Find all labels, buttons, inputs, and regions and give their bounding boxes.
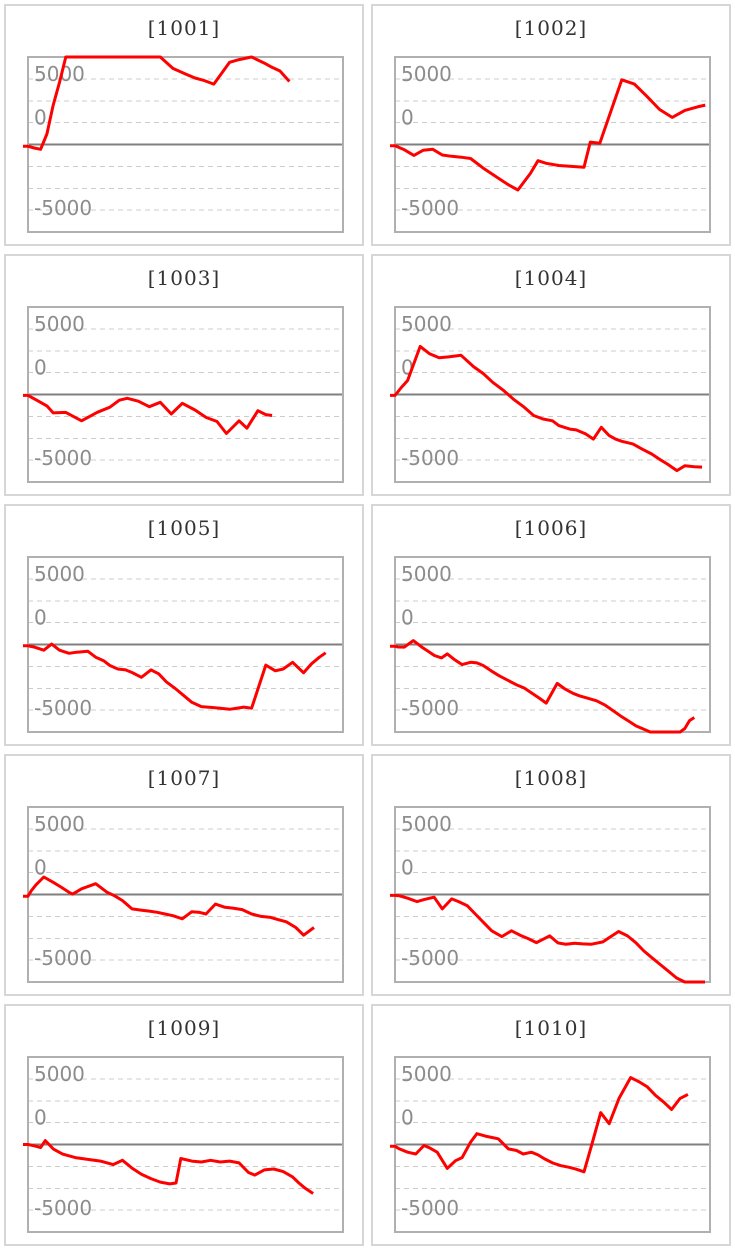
- plot-area: 5000 0 -5000: [390, 1056, 711, 1233]
- series-line: [23, 1139, 314, 1195]
- chart-title: [1006]: [514, 516, 588, 540]
- axis-tick-label--5000: -5000: [34, 1196, 92, 1220]
- chart-panel-1004: [1004] 5000 0 -5000: [371, 254, 731, 496]
- plot-area: 5000 0 -5000: [390, 806, 711, 984]
- plot-area: 5000 0 -5000: [23, 55, 344, 233]
- chart-panel-1006: [1006] 5000 0 -5000: [371, 504, 731, 746]
- series-line: [390, 639, 696, 734]
- chart-title: [1001]: [147, 16, 221, 40]
- axis-tick-label-5000: 5000: [401, 812, 452, 836]
- axis-tick-label--5000: -5000: [401, 696, 459, 720]
- slump-graph: 5000 0 -5000: [23, 806, 344, 983]
- slump-graph: 5000 0 -5000: [390, 806, 711, 984]
- slump-graph: 5000 0 -5000: [23, 306, 344, 483]
- plot-area: 5000 0 -5000: [23, 1056, 344, 1233]
- axis-tick-label--5000: -5000: [34, 196, 92, 220]
- axis-tick-label-0: 0: [34, 1106, 47, 1130]
- axis-tick-label-0: 0: [401, 606, 414, 630]
- chart-title: [1008]: [514, 766, 588, 790]
- plot-area: 5000 0 -5000: [23, 556, 344, 733]
- chart-panel-1002: [1002] 5000 0 -5000: [371, 4, 731, 246]
- series-line: [23, 642, 327, 711]
- axis-tick-label-5000: 5000: [34, 1062, 85, 1086]
- chart-title: [1009]: [147, 1016, 221, 1040]
- chart-panel-1005: [1005] 5000 0 -5000: [4, 504, 364, 746]
- series-line: [390, 1076, 689, 1174]
- chart-title: [1010]: [514, 1016, 588, 1040]
- axis-tick-label-0: 0: [401, 106, 414, 130]
- chart-panel-1003: [1003] 5000 0 -5000: [4, 254, 364, 496]
- chart-panel-1009: [1009] 5000 0 -5000: [4, 1004, 364, 1246]
- axis-tick-label-0: 0: [34, 606, 47, 630]
- chart-panel-1010: [1010] 5000 0 -5000: [371, 1004, 731, 1246]
- plot-area: 5000 0 -5000: [390, 306, 711, 483]
- series-line: [390, 344, 703, 473]
- axis-tick-label-5000: 5000: [401, 62, 452, 86]
- plot-area: 5000 0 -5000: [390, 556, 711, 734]
- axis-tick-label-0: 0: [34, 106, 47, 130]
- slump-graph: 5000 0 -5000: [23, 556, 344, 733]
- axis-tick-label-0: 0: [34, 356, 47, 380]
- axis-tick-label--5000: -5000: [401, 946, 459, 970]
- series-line: [390, 78, 706, 192]
- axis-tick-label-5000: 5000: [34, 562, 85, 586]
- axis-tick-label--5000: -5000: [34, 946, 92, 970]
- series-line: [23, 55, 291, 151]
- chart-panel-1001: [1001] 5000 0 -5000: [4, 4, 364, 246]
- slump-graph: 5000 0 -5000: [390, 1056, 711, 1233]
- chart-title: [1004]: [514, 266, 588, 290]
- axis-tick-label-5000: 5000: [401, 562, 452, 586]
- axis-tick-label-0: 0: [401, 1106, 414, 1130]
- plot-border: [27, 56, 344, 233]
- axis-tick-label--5000: -5000: [34, 446, 92, 470]
- series-line: [23, 875, 315, 937]
- axis-tick-label-5000: 5000: [401, 312, 452, 336]
- axis-tick-label--5000: -5000: [34, 696, 92, 720]
- axis-tick-label-5000: 5000: [34, 312, 85, 336]
- plot-area: 5000 0 -5000: [390, 56, 711, 233]
- chart-panel-1007: [1007] 5000 0 -5000: [4, 754, 364, 996]
- chart-title: [1003]: [147, 266, 221, 290]
- axis-tick-label-0: 0: [401, 856, 414, 880]
- series-line: [23, 393, 273, 435]
- slump-graph: 5000 0 -5000: [23, 1056, 344, 1233]
- plot-border: [394, 1056, 711, 1233]
- chart-title: [1007]: [147, 766, 221, 790]
- plot-border: [394, 556, 711, 733]
- chart-panel-1008: [1008] 5000 0 -5000: [371, 754, 731, 996]
- chart-title: [1002]: [514, 16, 588, 40]
- slump-graph: 5000 0 -5000: [390, 556, 711, 734]
- axis-tick-label--5000: -5000: [401, 196, 459, 220]
- axis-tick-label--5000: -5000: [401, 1196, 459, 1220]
- plot-area: 5000 0 -5000: [23, 806, 344, 983]
- plot-area: 5000 0 -5000: [23, 306, 344, 483]
- axis-tick-label-5000: 5000: [34, 812, 85, 836]
- axis-tick-label-0: 0: [34, 856, 47, 880]
- series-line: [390, 893, 705, 984]
- axis-tick-label--5000: -5000: [401, 446, 459, 470]
- axis-tick-label-5000: 5000: [401, 1062, 452, 1086]
- slump-graph: 5000 0 -5000: [390, 56, 711, 233]
- chart-title: [1005]: [147, 516, 221, 540]
